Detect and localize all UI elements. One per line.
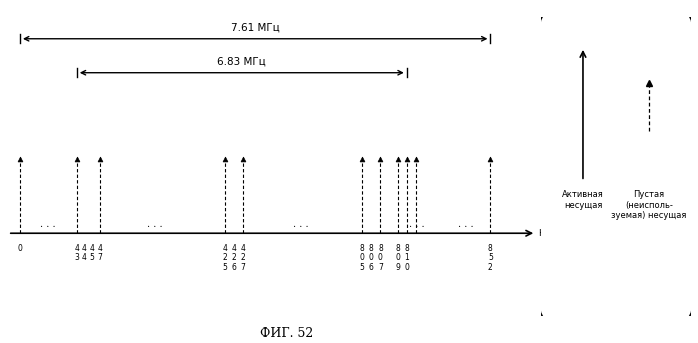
Text: 4
2
5: 4 2 5: [222, 244, 227, 272]
Text: 4
2
6: 4 2 6: [232, 244, 236, 272]
Text: Пустая
(неисполь-
зуемая) несущая: Пустая (неисполь- зуемая) несущая: [611, 190, 687, 220]
Text: 8
1
0: 8 1 0: [404, 244, 409, 272]
Text: 4
2
7: 4 2 7: [241, 244, 246, 272]
Text: 6.83 МГц: 6.83 МГц: [217, 57, 266, 67]
Text: 8
0
7: 8 0 7: [378, 244, 383, 272]
Text: 0: 0: [17, 244, 22, 253]
Text: 4
3: 4 3: [75, 244, 80, 262]
Text: 4
5: 4 5: [90, 244, 94, 262]
Text: ФИГ. 52: ФИГ. 52: [260, 327, 313, 340]
Text: Активная
несущая: Активная несущая: [562, 190, 604, 210]
Text: . . .: . . .: [458, 220, 474, 228]
Text: Номер поднесущей: Номер поднесущей: [540, 229, 632, 238]
Text: 8
0
6: 8 0 6: [369, 244, 373, 272]
Text: . . .: . . .: [147, 220, 162, 228]
Text: 4
4: 4 4: [82, 244, 87, 262]
Text: 4
7: 4 7: [98, 244, 103, 262]
Text: 8
0
5: 8 0 5: [359, 244, 364, 272]
Text: 8
0
9: 8 0 9: [395, 244, 400, 272]
FancyBboxPatch shape: [540, 14, 692, 319]
Text: 8
5
2: 8 5 2: [488, 244, 493, 272]
Text: 7.61 МГц: 7.61 МГц: [231, 23, 280, 33]
Text: . . .: . . .: [409, 220, 425, 228]
Text: . . .: . . .: [40, 220, 55, 228]
Text: . . .: . . .: [293, 220, 309, 228]
